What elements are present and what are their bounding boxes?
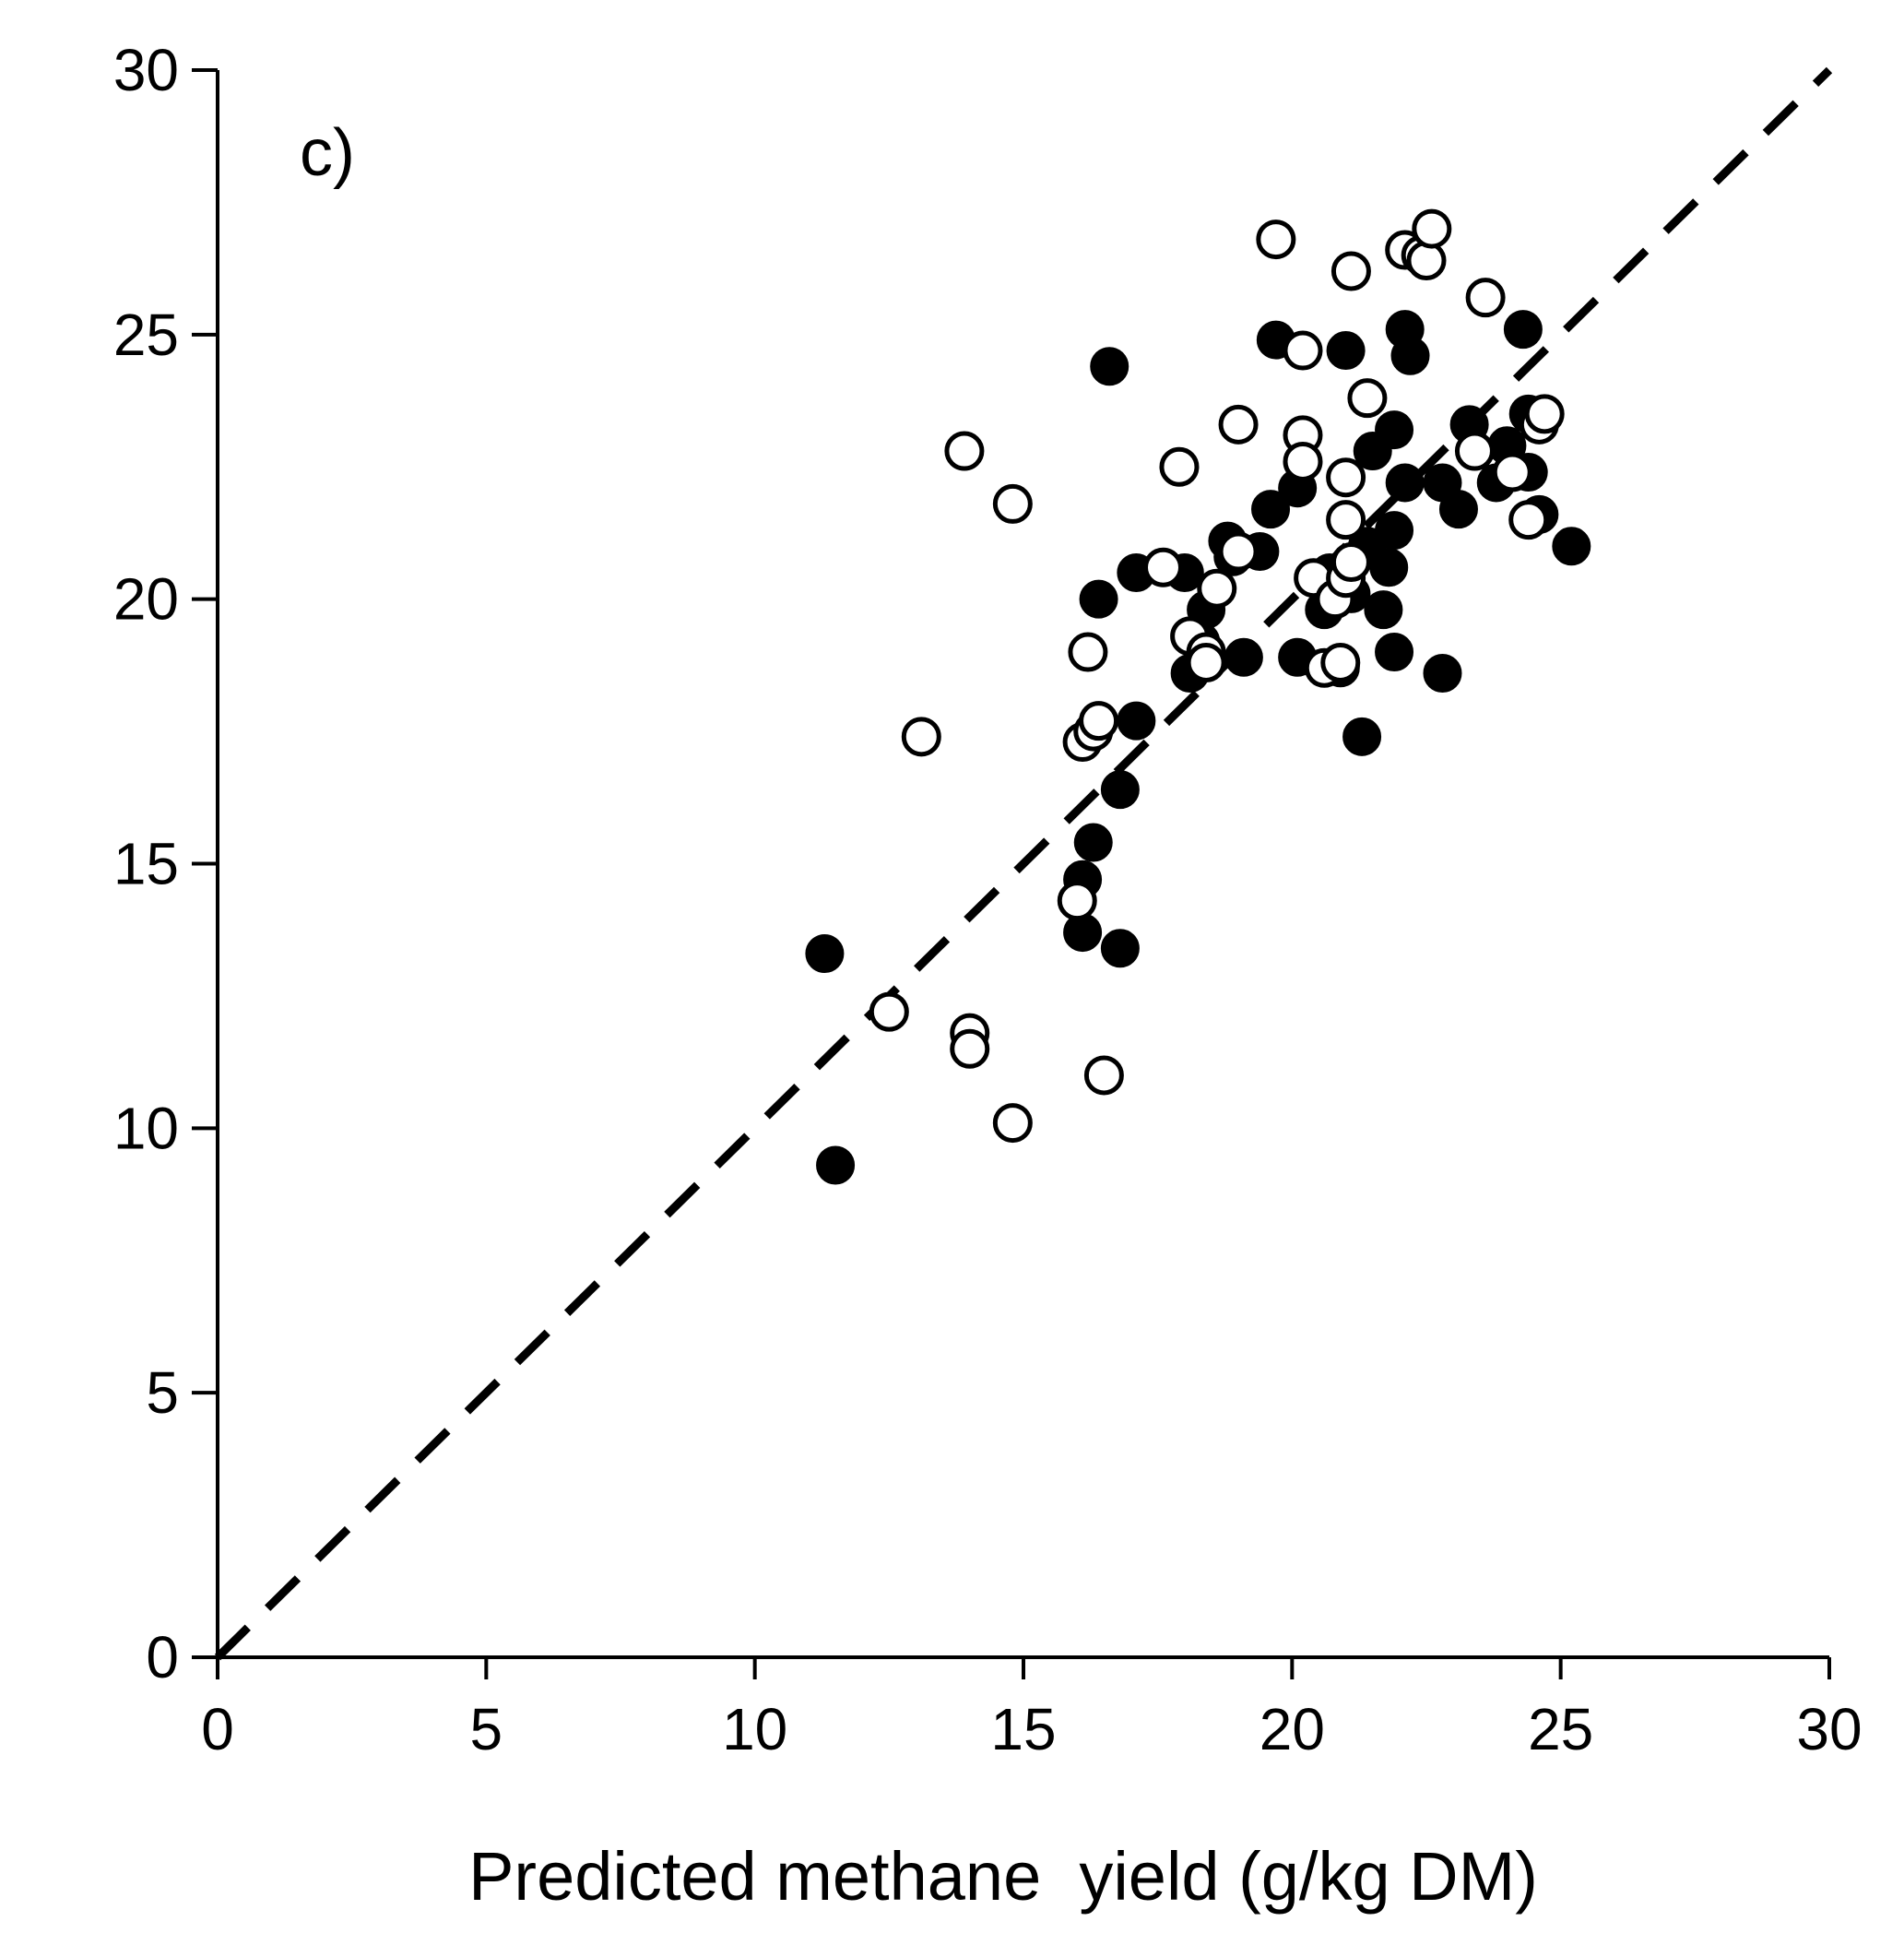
x-axis-title: Predicted methane yield (g/kg DM)	[468, 1838, 1538, 1915]
filled-point	[1375, 511, 1414, 551]
open-point	[992, 483, 1033, 524]
open-point	[1283, 330, 1323, 371]
open-point	[1068, 632, 1108, 672]
open-point	[1508, 500, 1549, 540]
open-point	[1330, 542, 1371, 583]
filled-point	[1438, 490, 1478, 529]
y-tick-label: 10	[113, 1095, 179, 1161]
filled-point	[1100, 770, 1140, 810]
open-point	[992, 1103, 1033, 1144]
reference-layer	[214, 66, 1833, 1661]
filled-point	[1326, 331, 1366, 371]
filled-point	[1100, 929, 1140, 968]
y-tick-label: 5	[146, 1359, 179, 1426]
y-tick-label: 20	[113, 566, 179, 633]
filled-point	[1079, 579, 1118, 619]
filled-point	[1390, 336, 1430, 375]
filled-point	[1073, 823, 1113, 862]
panel-label: c)	[300, 116, 355, 190]
open-point	[950, 1028, 990, 1069]
x-tick-label: 0	[201, 1696, 234, 1762]
filled-point	[1251, 490, 1291, 529]
open-point	[1079, 701, 1119, 741]
open-point	[1057, 881, 1097, 921]
x-tick-label: 30	[1796, 1696, 1862, 1762]
y-tick-label: 0	[146, 1624, 179, 1690]
filled-point	[1090, 347, 1129, 386]
open-point	[944, 431, 985, 471]
open-point	[1347, 378, 1388, 419]
x-tick-label: 5	[470, 1696, 503, 1762]
filled-point	[1503, 310, 1543, 350]
reference-line	[214, 66, 1833, 1661]
filled-point	[1224, 637, 1263, 677]
y-tick-label: 25	[113, 302, 179, 368]
ticks-layer: 0 5 10 15 20 25 30 0 5 10 15 20 25 30	[113, 37, 1863, 1762]
open-point	[1218, 531, 1259, 572]
filled-point	[1117, 701, 1156, 741]
open-point	[1083, 1055, 1124, 1096]
points-layer	[805, 208, 1591, 1185]
y-tick-label: 30	[113, 37, 179, 103]
open-point	[1197, 568, 1237, 609]
open-point	[1492, 452, 1532, 492]
filled-point	[1375, 633, 1414, 672]
x-tick-label: 10	[722, 1696, 787, 1762]
open-point	[1283, 442, 1323, 482]
filled-point	[1369, 548, 1409, 587]
filled-point	[1342, 717, 1382, 756]
open-point	[1142, 547, 1183, 587]
open-point	[1256, 219, 1296, 260]
filled-point	[1375, 410, 1414, 450]
open-point	[1412, 208, 1452, 249]
open-point	[1218, 404, 1259, 445]
filled-point	[1552, 527, 1591, 566]
open-point	[1186, 643, 1226, 683]
x-tick-label: 25	[1528, 1696, 1593, 1762]
open-point	[1524, 394, 1565, 434]
open-point	[1326, 457, 1366, 498]
filled-point	[1364, 590, 1403, 630]
open-point	[1465, 278, 1506, 318]
x-tick-label: 20	[1259, 1696, 1325, 1762]
filled-point	[1423, 653, 1462, 693]
open-point	[1326, 500, 1366, 540]
filled-point	[1385, 463, 1425, 503]
filled-point	[816, 1145, 856, 1185]
filled-point	[805, 934, 845, 974]
y-tick-label: 15	[113, 831, 179, 897]
open-point	[1330, 251, 1371, 291]
open-point	[1454, 431, 1495, 471]
x-tick-label: 15	[990, 1696, 1056, 1762]
open-point	[901, 717, 941, 757]
open-point	[869, 991, 909, 1032]
open-point	[1320, 643, 1361, 683]
open-point	[1159, 446, 1200, 487]
open-point	[1406, 241, 1447, 281]
